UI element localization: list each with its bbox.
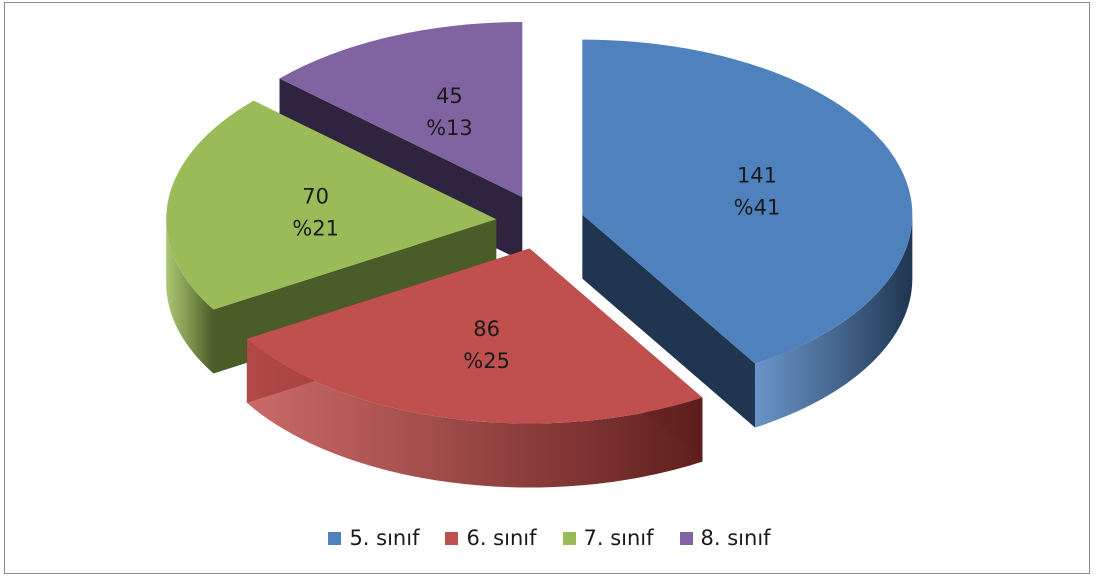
legend-swatch [328, 531, 342, 545]
slice-value-label: 86 [473, 317, 500, 341]
legend-item: 7. sınıf [562, 526, 654, 550]
slice-side [582, 214, 913, 428]
slice-top-2 [246, 248, 703, 424]
pie-tops [166, 22, 913, 424]
slice-value-label: 45 [436, 84, 463, 108]
slice-percent-label: %21 [292, 217, 339, 241]
slice-top-4 [279, 22, 523, 198]
slice-percent-label: %41 [734, 195, 781, 219]
slice-outer-side [246, 338, 703, 488]
legend-swatch [445, 531, 459, 545]
slice-percent-label: %25 [463, 349, 510, 373]
legend-swatch [562, 531, 576, 545]
slice-top-1 [582, 39, 913, 364]
legend-label: 5. sınıf [349, 526, 420, 550]
slice-value-label: 70 [302, 185, 329, 209]
legend-label: 7. sınıf [583, 526, 654, 550]
legend-item: 5. sınıf [328, 526, 419, 550]
legend-item: 6. sınıf [445, 526, 537, 550]
legend-item: 8. sınıf [679, 526, 771, 550]
legend: 5. sınıf 6. sınıf 7. sınıf 8. sınıf [0, 526, 1099, 550]
slice-percent-label: %13 [426, 116, 473, 140]
slice-top-3 [166, 100, 497, 310]
legend-swatch [679, 531, 693, 545]
slice-value-label: 141 [737, 163, 777, 187]
slice-wall [582, 214, 756, 428]
slice-outer-side [755, 214, 913, 428]
pie-labels: 141 %41 86 %25 70 %21 45 %13 [292, 84, 780, 373]
slice-outer-side [166, 219, 214, 374]
legend-label: 6. sınıf [466, 526, 537, 550]
legend-label: 8. sınıf [700, 526, 771, 550]
